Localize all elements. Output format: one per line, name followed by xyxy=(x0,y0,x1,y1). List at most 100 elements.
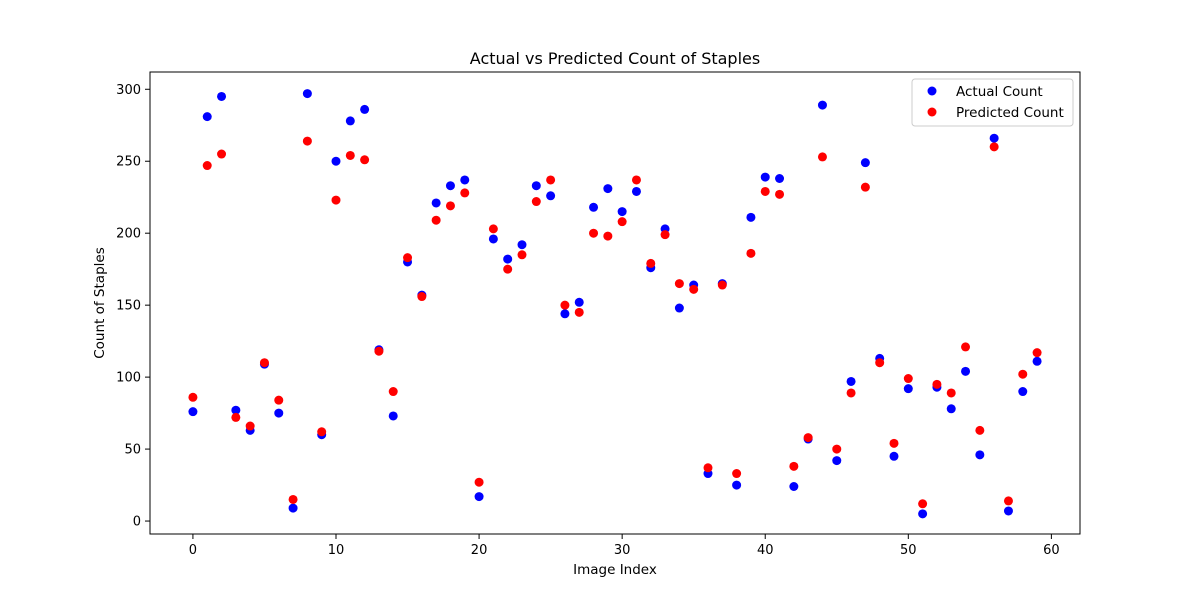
actual-point-44 xyxy=(817,100,827,110)
actual-point-3 xyxy=(231,405,241,415)
actual-point-51 xyxy=(918,509,928,519)
legend-box xyxy=(911,78,1074,127)
actual-point-47 xyxy=(860,158,870,168)
predicted-point-0 xyxy=(188,392,198,402)
predicted-point-39 xyxy=(746,248,756,258)
actual-point-58 xyxy=(1018,387,1028,397)
x-tick-label-60: 60 xyxy=(1043,543,1060,558)
predicted-point-7 xyxy=(288,494,298,504)
x-tick-label-50: 50 xyxy=(900,543,917,558)
predicted-point-4 xyxy=(245,421,255,431)
actual-point-11 xyxy=(345,116,355,126)
actual-point-38 xyxy=(732,480,742,490)
predicted-point-9 xyxy=(317,427,327,437)
predicted-point-51 xyxy=(918,499,928,509)
y-tick-label-50: 50 xyxy=(124,443,141,458)
actual-point-1 xyxy=(202,112,212,122)
actual-point-10 xyxy=(331,156,341,166)
predicted-point-36 xyxy=(703,463,713,473)
actual-point-30 xyxy=(617,207,627,217)
predicted-point-5 xyxy=(259,358,269,368)
legend-label-actual: Actual Count xyxy=(956,84,1043,100)
predicted-point-29 xyxy=(603,231,613,241)
predicted-point-18 xyxy=(445,201,455,211)
predicted-point-44 xyxy=(817,152,827,162)
predicted-point-55 xyxy=(975,425,985,435)
predicted-point-47 xyxy=(860,182,870,192)
actual-point-41 xyxy=(775,174,785,183)
predicted-point-31 xyxy=(631,175,641,185)
actual-point-55 xyxy=(975,450,985,460)
predicted-point-12 xyxy=(360,155,370,165)
x-tick-label-10: 10 xyxy=(328,543,345,558)
actual-point-49 xyxy=(889,451,899,461)
x-axis-label: Image Index xyxy=(573,562,657,578)
predicted-point-49 xyxy=(889,438,899,448)
predicted-point-38 xyxy=(732,469,742,479)
legend-marker-predicted xyxy=(927,107,937,117)
actual-point-21 xyxy=(488,234,498,244)
actual-point-7 xyxy=(288,503,298,513)
predicted-point-56 xyxy=(989,142,999,152)
data-points xyxy=(188,89,1042,519)
actual-point-23 xyxy=(517,240,527,250)
predicted-point-46 xyxy=(846,388,856,398)
predicted-point-43 xyxy=(803,433,813,443)
predicted-point-17 xyxy=(431,215,441,225)
predicted-point-1 xyxy=(202,161,212,171)
y-tick-label-150: 150 xyxy=(116,299,141,314)
predicted-point-16 xyxy=(417,292,427,302)
predicted-point-34 xyxy=(674,279,684,289)
predicted-point-42 xyxy=(789,461,799,471)
predicted-point-57 xyxy=(1003,496,1013,506)
actual-point-18 xyxy=(445,181,455,191)
actual-point-12 xyxy=(360,104,370,114)
predicted-point-19 xyxy=(460,188,470,198)
predicted-point-15 xyxy=(403,253,413,263)
legend-label-predicted: Predicted Count xyxy=(956,105,1064,121)
predicted-point-45 xyxy=(832,444,842,454)
actual-point-27 xyxy=(574,297,584,307)
actual-point-6 xyxy=(274,408,284,418)
predicted-point-33 xyxy=(660,230,670,240)
y-tick-label-200: 200 xyxy=(116,227,141,242)
actual-point-57 xyxy=(1003,506,1013,516)
x-tick-label-20: 20 xyxy=(471,543,488,558)
predicted-point-3 xyxy=(231,412,241,422)
y-tick-label-0: 0 xyxy=(133,515,141,530)
predicted-point-26 xyxy=(560,300,570,310)
legend-marker-actual xyxy=(927,86,937,96)
actual-point-25 xyxy=(546,191,556,201)
predicted-point-23 xyxy=(517,250,527,260)
predicted-point-32 xyxy=(646,258,656,268)
predicted-point-13 xyxy=(374,346,384,356)
actual-point-39 xyxy=(746,212,756,222)
predicted-point-20 xyxy=(474,477,484,487)
y-tick-label-250: 250 xyxy=(116,155,141,170)
predicted-point-24 xyxy=(531,197,541,207)
actual-point-22 xyxy=(503,254,513,264)
predicted-point-52 xyxy=(932,379,942,389)
actual-point-59 xyxy=(1032,356,1042,366)
actual-point-31 xyxy=(631,186,641,196)
predicted-point-35 xyxy=(689,284,699,294)
y-axis-ticks: 0 50 100 150 200 250 300 xyxy=(116,83,150,530)
actual-point-54 xyxy=(961,366,971,376)
actual-point-8 xyxy=(302,89,312,99)
predicted-point-10 xyxy=(331,195,341,205)
predicted-point-54 xyxy=(961,342,971,352)
predicted-point-2 xyxy=(217,149,227,159)
chart-title: Actual vs Predicted Count of Staples xyxy=(470,49,760,68)
y-tick-label-100: 100 xyxy=(116,371,141,386)
predicted-point-59 xyxy=(1032,348,1042,358)
predicted-point-22 xyxy=(503,264,513,274)
actual-point-46 xyxy=(846,376,856,386)
predicted-point-50 xyxy=(903,374,913,384)
actual-point-2 xyxy=(217,91,227,101)
actual-point-53 xyxy=(946,404,956,414)
x-tick-label-0: 0 xyxy=(189,543,197,558)
legend: Actual Count Predicted Count xyxy=(911,78,1074,127)
actual-point-29 xyxy=(603,184,613,194)
predicted-point-37 xyxy=(717,280,727,290)
